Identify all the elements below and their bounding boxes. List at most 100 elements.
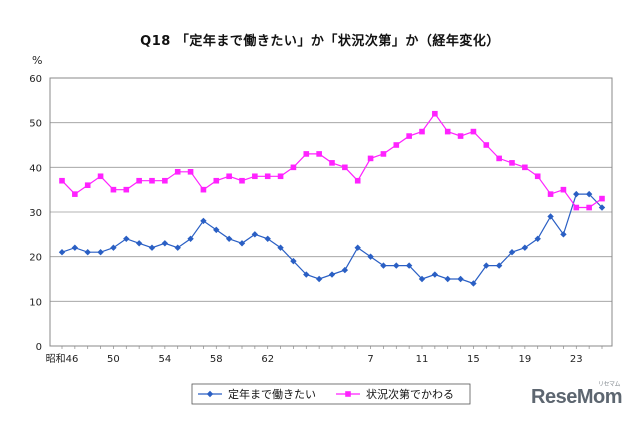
data-point bbox=[303, 271, 310, 278]
data-point bbox=[367, 253, 374, 260]
legend-label: 状況次第でかわる bbox=[366, 387, 454, 401]
data-point bbox=[521, 244, 529, 251]
data-point bbox=[213, 226, 220, 234]
data-point bbox=[161, 240, 169, 247]
data-point bbox=[123, 186, 130, 193]
logo-text: ReseMom bbox=[531, 386, 622, 408]
x-tick-label: 62 bbox=[261, 354, 274, 365]
data-point bbox=[149, 177, 155, 184]
resemom-logo: リセマム ReseMom bbox=[531, 382, 622, 409]
data-point bbox=[252, 173, 258, 180]
legend: 定年まで働きたい 状況次第でかわる bbox=[191, 383, 471, 405]
data-point bbox=[148, 244, 156, 251]
data-point bbox=[598, 204, 606, 211]
data-point bbox=[342, 164, 348, 171]
data-point bbox=[483, 142, 490, 148]
data-point bbox=[200, 217, 207, 225]
data-point bbox=[97, 249, 104, 256]
y-tick-label: 20 bbox=[29, 253, 42, 264]
data-point bbox=[162, 177, 168, 184]
data-point bbox=[431, 271, 439, 278]
data-point bbox=[405, 262, 413, 269]
data-point bbox=[380, 262, 387, 269]
data-point bbox=[560, 231, 567, 238]
series-2 bbox=[59, 110, 605, 211]
data-point bbox=[226, 173, 232, 180]
legend-marker bbox=[206, 390, 214, 398]
data-point bbox=[277, 244, 284, 251]
data-point bbox=[354, 244, 361, 251]
data-point bbox=[393, 142, 400, 148]
y-tick-label: 50 bbox=[29, 119, 42, 130]
x-tick-label: 58 bbox=[210, 354, 223, 365]
x-tick-label: 19 bbox=[518, 354, 531, 365]
data-point bbox=[264, 235, 271, 242]
x-tick-label: 11 bbox=[416, 354, 429, 365]
data-point bbox=[457, 133, 464, 139]
data-point bbox=[277, 173, 284, 180]
x-tick-label: 54 bbox=[158, 354, 171, 365]
data-point bbox=[187, 235, 194, 242]
data-point bbox=[58, 249, 66, 256]
data-point bbox=[110, 244, 117, 251]
legend-label: 定年まで働きたい bbox=[228, 387, 316, 401]
data-point bbox=[187, 169, 194, 175]
data-point bbox=[328, 271, 336, 278]
data-point bbox=[341, 266, 349, 274]
data-point bbox=[290, 164, 297, 171]
data-point bbox=[264, 173, 271, 180]
data-point bbox=[135, 240, 143, 247]
data-point bbox=[225, 235, 233, 242]
data-point bbox=[496, 155, 502, 162]
data-point bbox=[585, 190, 593, 198]
data-point bbox=[174, 244, 181, 251]
data-point bbox=[522, 164, 528, 171]
data-point bbox=[174, 169, 181, 175]
series-line bbox=[61, 193, 603, 285]
data-point bbox=[534, 173, 541, 180]
data-point bbox=[432, 110, 438, 117]
data-point bbox=[495, 262, 503, 269]
data-point bbox=[470, 128, 477, 135]
data-point bbox=[72, 191, 78, 197]
data-point bbox=[470, 280, 477, 287]
y-unit-label: % bbox=[32, 54, 42, 67]
y-tick-label: 40 bbox=[29, 163, 42, 174]
data-point bbox=[238, 240, 246, 247]
data-point bbox=[573, 190, 580, 198]
data-point bbox=[406, 133, 412, 139]
data-point bbox=[110, 186, 117, 193]
plot-frame bbox=[49, 77, 613, 347]
x-tick-label: 7 bbox=[367, 354, 373, 365]
data-point bbox=[213, 177, 220, 184]
data-point bbox=[419, 128, 425, 135]
data-point bbox=[418, 275, 426, 283]
data-point bbox=[534, 235, 541, 242]
series-layer bbox=[58, 110, 606, 287]
legend-item: 定年まで働きたい bbox=[198, 387, 316, 401]
data-point bbox=[354, 177, 361, 184]
x-tick-label: 23 bbox=[570, 354, 583, 365]
data-point bbox=[573, 204, 580, 211]
x-tick-label: 50 bbox=[107, 354, 120, 365]
data-point bbox=[393, 262, 400, 269]
data-point bbox=[508, 249, 516, 256]
data-point bbox=[547, 213, 554, 220]
data-point bbox=[97, 173, 104, 180]
data-point bbox=[251, 231, 259, 238]
data-point bbox=[444, 128, 451, 135]
data-point bbox=[290, 257, 297, 265]
chart-title: Q18 「定年まで働きたい」か「状況次第」か（経年変化） bbox=[140, 34, 500, 49]
data-point bbox=[123, 235, 130, 242]
data-point bbox=[509, 160, 515, 166]
x-tick-label: 昭和46 bbox=[46, 353, 79, 365]
data-point bbox=[315, 275, 323, 283]
data-point bbox=[84, 182, 91, 188]
x-tick-label: 15 bbox=[467, 354, 480, 365]
data-point bbox=[239, 177, 245, 184]
data-point bbox=[316, 151, 322, 157]
grid-lines bbox=[50, 122, 612, 302]
legend-item: 状況次第でかわる bbox=[336, 387, 454, 401]
data-point bbox=[200, 186, 207, 193]
